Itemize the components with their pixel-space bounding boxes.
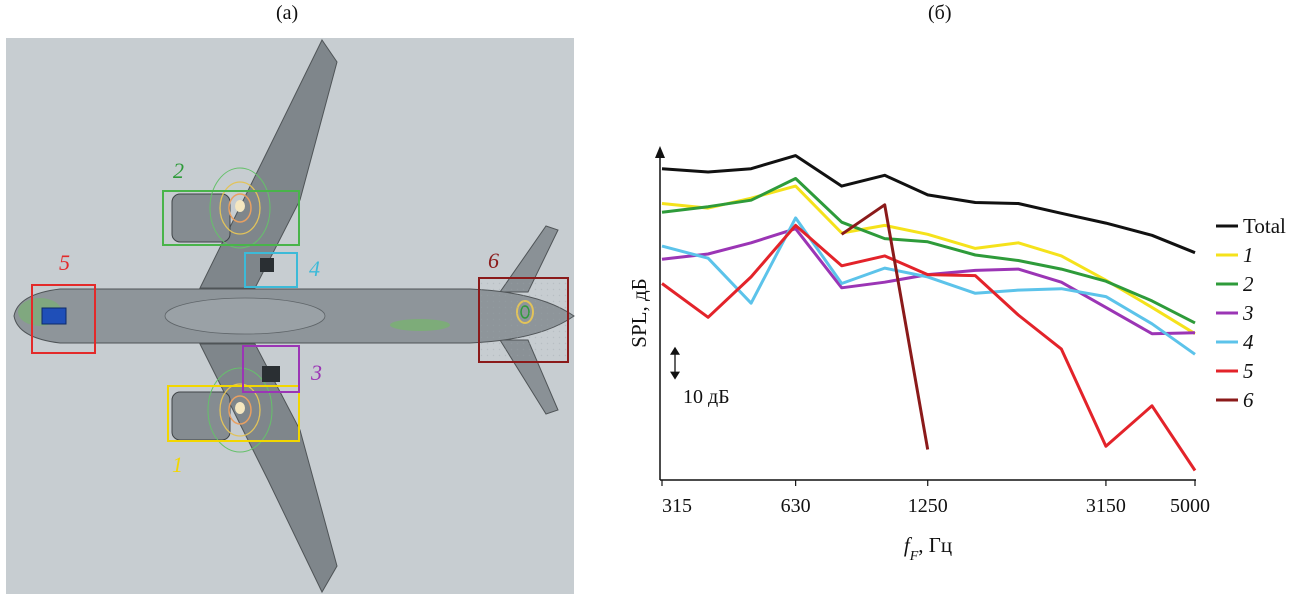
panel-b-label: (б) [928,2,952,24]
series-line-total [661,154,1196,255]
region-label-5: 5 [59,250,70,275]
region-box-6 [478,277,569,363]
x-tick-label: 5000 [1170,495,1210,517]
region-label-4: 4 [309,256,320,281]
y-axis-arrow [655,146,665,158]
scale-bar-arrow-up [670,346,680,355]
series-line-3 [661,227,1196,336]
region-box-1 [167,385,300,442]
scale-bar: 10 дБ [670,346,730,408]
y-axis-label: SPL, дБ [627,278,651,347]
chart-legend: Total 1 2 3 4 5 6 [1216,214,1286,412]
x-tick-label: 630 [781,495,811,517]
legend-label: 2 [1243,272,1254,296]
legend-label: 5 [1243,359,1254,383]
x-tick-label: 1250 [908,495,948,517]
region-box-3 [242,345,300,393]
x-axis-label: fF, Гц [904,533,952,564]
x-ticks: 315 630 1250 3150 5000 [661,480,1210,517]
region-box-2 [162,190,300,246]
scale-bar-label: 10 дБ [683,386,730,408]
aircraft-noise-map: 1 2 3 4 5 6 [6,38,575,594]
region-label-1: 1 [172,452,183,477]
x-tick-label: 315 [662,495,692,517]
scale-bar-arrow-down [670,371,680,380]
series-lines [661,154,1197,472]
series-line-2 [661,177,1196,325]
panel-a-label: (а) [276,2,299,24]
region-box-5 [31,284,96,354]
region-label-3: 3 [310,360,322,385]
series-line-6 [840,203,930,450]
legend-label: Total [1243,214,1286,238]
region-box-4 [244,252,298,288]
aircraft-silhouette [13,39,575,594]
series-line-4 [661,216,1196,356]
legend-label: 3 [1242,301,1254,325]
region-label-2: 2 [173,158,184,183]
series-line-5 [661,223,1197,472]
x-tick-label: 3150 [1086,495,1126,517]
region-label-6: 6 [488,248,499,273]
x-label-main: f [904,533,913,557]
legend-label: 4 [1243,330,1254,354]
x-label-sub: F [909,549,919,564]
legend-label: 6 [1243,388,1254,412]
x-label-unit: , Гц [918,533,952,557]
legend-label: 1 [1243,243,1254,267]
